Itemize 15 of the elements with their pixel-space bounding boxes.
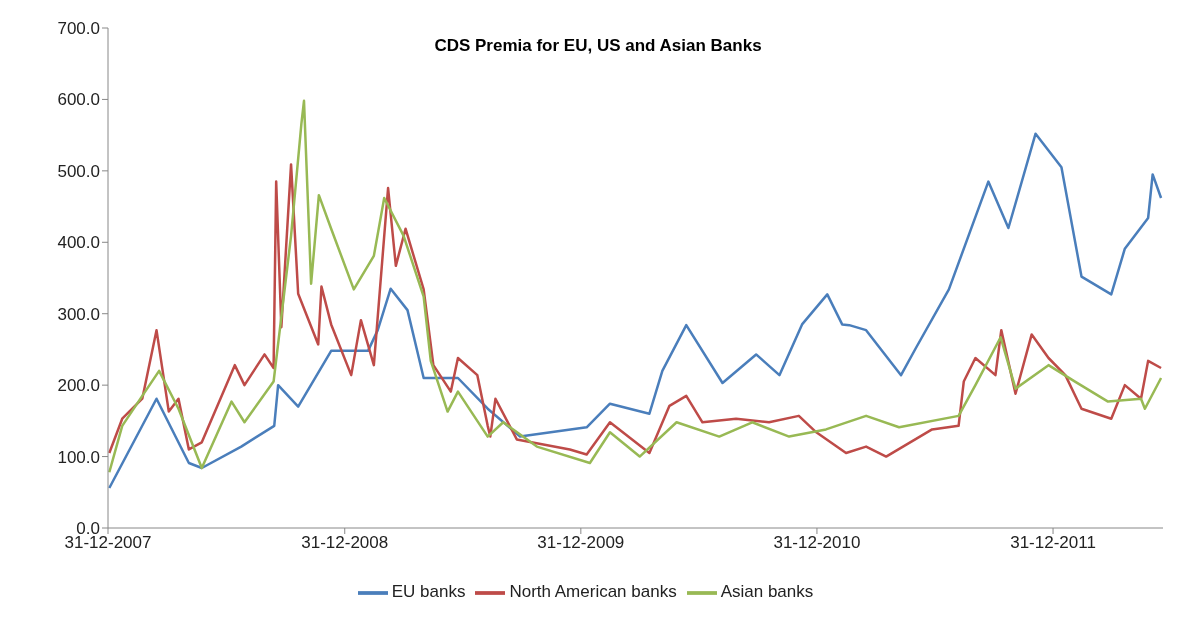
y-tick-label: 300.0 <box>57 304 100 324</box>
x-tick-label: 31-12-2008 <box>301 533 389 553</box>
legend-label: Asian banks <box>720 582 814 602</box>
x-tick-label: 31-12-2009 <box>537 533 625 553</box>
legend-label: EU banks <box>391 582 466 602</box>
y-tick-label: 400.0 <box>57 233 100 253</box>
text: CDS Premia for EU, US and Asian Banks <box>434 36 762 55</box>
y-tick-label: 100.0 <box>57 447 100 467</box>
legend-label: North American banks <box>509 582 677 602</box>
y-tick-label: 700.0 <box>57 19 100 39</box>
x-tick-label: 31-12-2011 <box>1010 533 1096 553</box>
x-tick-label: 31-12-2010 <box>773 533 861 553</box>
y-tick-label: 200.0 <box>57 376 100 396</box>
y-tick-label: 500.0 <box>57 161 100 181</box>
y-tick-label: 600.0 <box>57 90 100 110</box>
